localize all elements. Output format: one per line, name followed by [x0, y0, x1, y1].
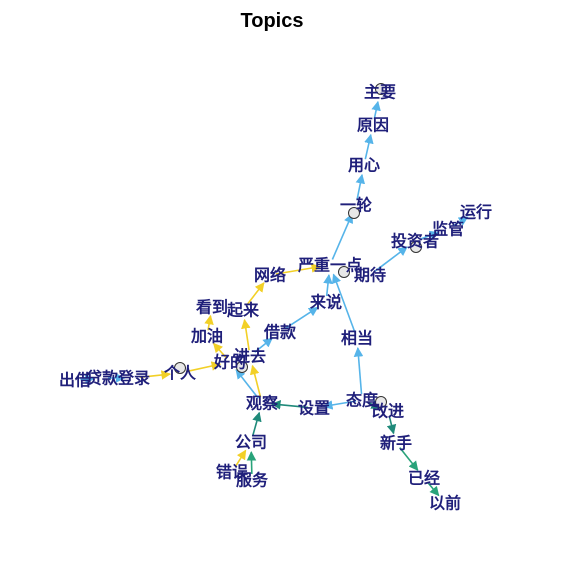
node-marker-geren [174, 362, 186, 374]
node-markers-layer [174, 83, 422, 408]
edge-gaijin-to-xinshou [386, 416, 397, 435]
node-label-jiekuan: 借款 [263, 323, 297, 342]
node-label-xinshou: 新手 [380, 434, 412, 453]
node-label-touzizhe: 投资者 [391, 232, 439, 251]
node-label-haode: 好的 [213, 353, 246, 372]
node-label-geren: 个人 [163, 364, 197, 383]
node-label-gongsi: 公司 [235, 433, 267, 452]
edge-guancha-to-jinqu [249, 364, 262, 398]
node-marker-gaijin [375, 396, 387, 408]
node-label-gaijin: 改进 [372, 402, 404, 421]
node-marker-yilun [348, 207, 360, 219]
edge-fuwu-to-gongsi [246, 451, 257, 475]
edge-qilai-to-wangluo [246, 282, 265, 306]
node-label-shezhi: 设置 [298, 399, 330, 418]
edge-yongxin-to-yuanyin [364, 133, 374, 160]
node-marker-haode [236, 361, 248, 373]
edge-haode-to-jiayou [212, 342, 227, 359]
node-label-guancha: 观察 [246, 394, 279, 413]
diagram-title: Topics [241, 10, 304, 32]
node-label-kandao: 看到 [195, 298, 228, 317]
edge-geren-to-haode [185, 361, 222, 373]
node-label-denglu: 登录 [117, 369, 150, 388]
node-label-yilun: 一轮 [340, 196, 372, 215]
node-label-xiangdang: 相当 [341, 329, 373, 348]
node-label-yiqian: 以前 [429, 494, 461, 513]
edge-cuowu-to-gongsi [234, 449, 247, 468]
edge-yilun-to-yongxin [355, 173, 366, 200]
node-label-yunxing: 运行 [460, 203, 492, 222]
node-label-qidai: 期待 [354, 266, 386, 285]
edge-xiangdang-to-yanzhong [331, 273, 356, 333]
edge-jinqu-to-qilai [241, 318, 251, 351]
node-marker-touzizhe [410, 241, 422, 253]
edge-taidu-to-xiangdang [353, 347, 364, 395]
node-label-jiayou: 加油 [190, 327, 223, 346]
node-marker-zhuyao [375, 83, 387, 95]
node-label-yongxin: 用心 [348, 156, 380, 175]
edge-wangluo-to-yanzhong [275, 263, 322, 275]
node-label-fuwu: 服务 [236, 471, 269, 490]
edge-shezhi-to-guancha [270, 400, 309, 410]
edges-layer [80, 100, 469, 497]
edge-jianguan-to-yunxing [452, 216, 469, 227]
edge-jiekuan-to-laishuo [284, 306, 319, 330]
edge-jiayou-to-kandao [204, 314, 214, 331]
edge-yuanyin-to-zhuyao [371, 100, 381, 120]
edge-yanzhong-to-yilun [331, 213, 353, 260]
edge-yijing-to-yiqian [427, 482, 440, 497]
edge-touzizhe-to-jianguan [420, 230, 440, 240]
node-label-yijing: 已经 [408, 469, 440, 488]
edge-guancha-to-haode [235, 369, 259, 399]
edge-xinshou-to-yijing [399, 447, 419, 471]
node-label-laishuo: 来说 [309, 293, 342, 312]
node-label-zhuyao: 主要 [364, 83, 396, 102]
edge-jinqu-to-jiekuan [254, 337, 273, 353]
edge-laishuo-to-yanzhong [323, 273, 333, 297]
node-label-taidu: 态度 [346, 391, 379, 410]
edge-qidai-to-touzizhe [374, 246, 408, 273]
edge-taidu-to-shezhi [322, 400, 357, 410]
node-label-yuanyin: 原因 [357, 116, 389, 135]
node-marker-yanzhong [338, 266, 350, 278]
edge-denglu-to-geren [139, 370, 172, 380]
edge-chujie-to-daikuan [80, 374, 95, 385]
node-label-jinqu: 进去 [234, 347, 266, 366]
node-label-qilai: 起来 [226, 301, 260, 320]
node-label-wangluo: 网络 [254, 266, 286, 285]
node-label-chujie: 出借 [59, 371, 91, 390]
node-label-daikuan: 贷款 [86, 369, 119, 388]
node-label-cuowu: 错误 [216, 463, 249, 482]
node-label-jianguan: 监管 [432, 220, 464, 239]
node-label-yanzhong: 严重一点 [297, 256, 362, 275]
edge-gongsi-to-guancha [251, 411, 262, 437]
